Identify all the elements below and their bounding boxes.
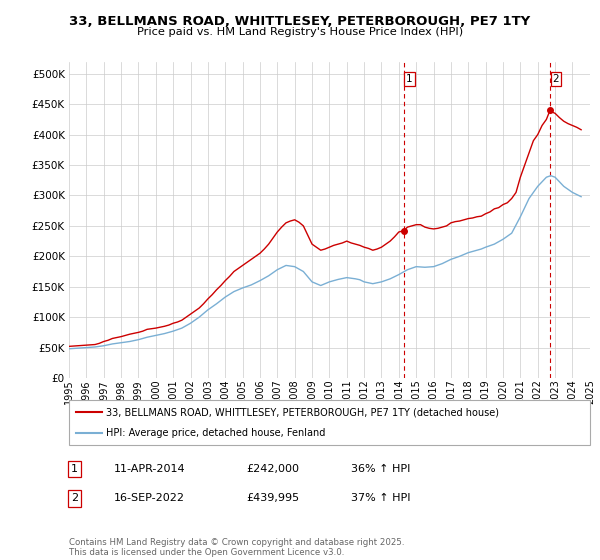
Text: 16-SEP-2022: 16-SEP-2022 <box>114 493 185 503</box>
Text: Price paid vs. HM Land Registry's House Price Index (HPI): Price paid vs. HM Land Registry's House … <box>137 27 463 37</box>
Text: 37% ↑ HPI: 37% ↑ HPI <box>351 493 410 503</box>
Text: 33, BELLMANS ROAD, WHITTLESEY, PETERBOROUGH, PE7 1TY: 33, BELLMANS ROAD, WHITTLESEY, PETERBORO… <box>70 15 530 27</box>
Text: 1: 1 <box>406 74 413 84</box>
Text: 36% ↑ HPI: 36% ↑ HPI <box>351 464 410 474</box>
Text: 11-APR-2014: 11-APR-2014 <box>114 464 185 474</box>
Text: 2: 2 <box>71 493 78 503</box>
Text: £242,000: £242,000 <box>246 464 299 474</box>
Text: 33, BELLMANS ROAD, WHITTLESEY, PETERBOROUGH, PE7 1TY (detached house): 33, BELLMANS ROAD, WHITTLESEY, PETERBORO… <box>106 408 499 418</box>
Text: Contains HM Land Registry data © Crown copyright and database right 2025.
This d: Contains HM Land Registry data © Crown c… <box>69 538 404 557</box>
Text: HPI: Average price, detached house, Fenland: HPI: Average price, detached house, Fenl… <box>106 428 326 438</box>
Text: £439,995: £439,995 <box>246 493 299 503</box>
Text: 2: 2 <box>553 74 559 84</box>
Text: 1: 1 <box>71 464 78 474</box>
